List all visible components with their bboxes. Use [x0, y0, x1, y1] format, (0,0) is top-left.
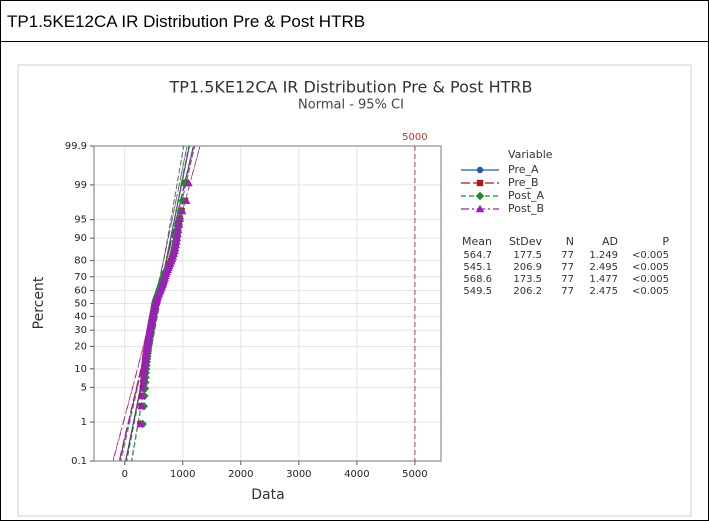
y-tick-label: 90	[74, 233, 87, 244]
ci-band	[131, 146, 195, 461]
x-tick-label: 2000	[228, 469, 253, 480]
x-tick-label: 4000	[344, 469, 369, 480]
stats-header: N	[566, 235, 574, 248]
x-tick-label: 3000	[286, 469, 311, 480]
y-tick-label: 0.1	[71, 456, 87, 467]
stats-header: Mean	[462, 235, 492, 248]
stats-header: P	[662, 235, 669, 248]
data-point	[140, 368, 149, 377]
legend-label: Pre_B	[508, 176, 539, 189]
legend-marker	[476, 166, 484, 174]
y-tick-label: 1	[81, 417, 87, 428]
y-tick-label: 30	[74, 325, 87, 336]
data-point	[175, 214, 185, 222]
legend-marker	[475, 191, 485, 201]
stats-cell: <0.005	[632, 286, 669, 297]
y-tick-label: 95	[74, 215, 87, 226]
data-point	[139, 378, 148, 386]
data-point	[182, 196, 191, 205]
stats-cell: 77	[561, 262, 574, 273]
legend-label: Post_B	[508, 202, 544, 215]
legend-label: Post_A	[508, 189, 545, 202]
reference-label: 5000	[402, 132, 427, 143]
legend-marker	[475, 204, 485, 213]
data-point	[184, 178, 193, 187]
x-tick-label: 1000	[170, 469, 195, 480]
y-tick-label: 10	[74, 364, 87, 375]
legend-marker	[476, 179, 484, 187]
data-point	[136, 419, 145, 428]
data-point	[139, 373, 149, 381]
stats-cell: 1.477	[589, 274, 618, 285]
stats-cell: 1.249	[589, 250, 618, 261]
stats-header: AD	[602, 235, 618, 248]
stats-cell: <0.005	[632, 250, 669, 261]
data-point	[178, 206, 187, 215]
stats-cell: 206.2	[513, 286, 542, 297]
y-axis-label: Percent	[31, 276, 47, 329]
stats-cell: 77	[561, 274, 574, 285]
stats-cell: 549.5	[463, 286, 492, 297]
y-tick-label: 70	[74, 272, 87, 283]
chart-subtitle: Normal - 95% CI	[298, 98, 404, 113]
chart-title: TP1.5KE12CA IR Distribution Pre & Post H…	[169, 78, 533, 97]
x-tick-label: 0	[122, 469, 128, 480]
header: TP1.5KE12CA IR Distribution Pre & Post H…	[1, 1, 708, 42]
y-tick-label: 50	[74, 299, 87, 310]
stats-cell: 77	[561, 250, 574, 261]
data-point	[173, 229, 182, 238]
y-tick-label: 20	[74, 341, 87, 352]
stats-cell: 206.9	[513, 262, 542, 273]
x-axis-label: Data	[251, 487, 284, 503]
stats-cell: 564.7	[463, 250, 492, 261]
y-tick-label: 5	[81, 382, 87, 393]
data-point	[138, 391, 147, 400]
data-point	[138, 384, 148, 392]
data-point	[173, 225, 183, 233]
stats-cell: 545.1	[463, 262, 492, 273]
y-tick-label: 80	[74, 256, 87, 267]
y-tick-label: 99	[74, 180, 87, 191]
stats-header: StDev	[509, 235, 543, 248]
data-point	[172, 233, 182, 242]
data-point	[137, 401, 146, 410]
x-tick-label: 5000	[402, 469, 427, 480]
stats-cell: 2.475	[589, 286, 618, 297]
data-point	[178, 196, 187, 206]
plot-border	[93, 145, 442, 462]
stats-cell: 177.5	[513, 250, 542, 261]
y-tick-label: 99.9	[65, 141, 87, 152]
stats-cell: 568.6	[463, 274, 492, 285]
stats-cell: 2.495	[589, 262, 618, 273]
legend-title: Variable	[508, 148, 553, 161]
data-point	[174, 220, 184, 228]
y-tick-label: 40	[74, 311, 87, 322]
y-tick-label: 60	[74, 286, 87, 297]
legend-label: Pre_A	[508, 163, 539, 176]
stats-cell: 173.5	[513, 274, 542, 285]
stats-cell: 77	[561, 286, 574, 297]
stats-cell: <0.005	[632, 262, 669, 273]
stats-cell: <0.005	[632, 274, 669, 285]
